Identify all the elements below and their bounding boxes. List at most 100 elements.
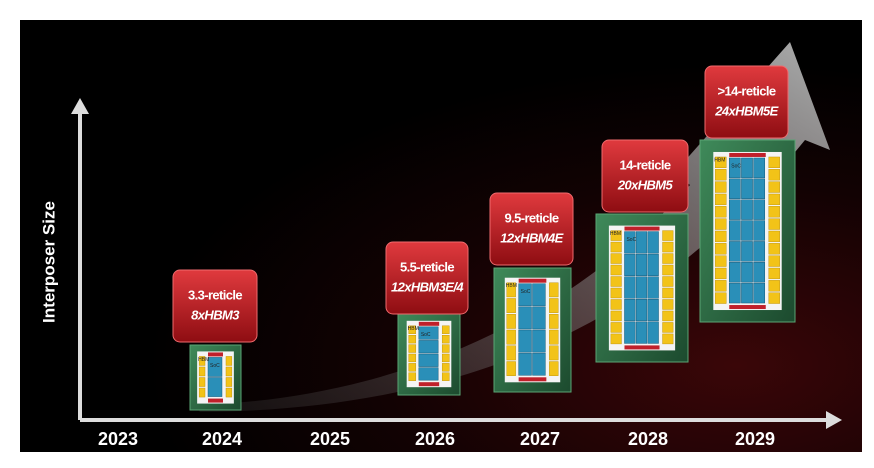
hbm-stack <box>441 353 450 363</box>
soc-die <box>741 178 753 199</box>
soc-die <box>647 253 659 276</box>
hbm-stack <box>662 310 674 322</box>
soc-die <box>741 241 753 262</box>
hbm-stack <box>768 255 780 267</box>
hbm-stack <box>408 372 417 381</box>
hbm-stack <box>715 280 727 292</box>
hbm-stack <box>715 169 727 181</box>
hbm-stack <box>768 243 780 255</box>
hbm-stack <box>610 310 622 322</box>
hbm-stack <box>198 366 206 377</box>
year-label: 2027 <box>520 429 560 449</box>
soc-die <box>624 299 636 322</box>
label-line1: 14-reticle <box>619 157 670 172</box>
hbm-stack <box>506 329 516 345</box>
hbm-stack <box>768 230 780 243</box>
soc-die <box>728 157 741 179</box>
hbm-stack <box>549 298 559 313</box>
soc-die <box>728 262 741 283</box>
hbm-stack <box>610 253 622 264</box>
soc-die <box>418 340 439 354</box>
hbm-stack <box>610 276 622 287</box>
label-line1: 3.3-reticle <box>188 287 242 302</box>
hbm-stack <box>610 322 622 333</box>
soc-die <box>518 283 532 307</box>
label-box <box>704 65 789 139</box>
soc-die <box>728 282 741 304</box>
package: HBM SoC 9.5-reticle 12xHBM4E <box>489 192 574 393</box>
hbm-stack <box>441 372 450 381</box>
hbm-stack <box>768 169 780 181</box>
hbm-stack <box>715 181 727 193</box>
soc-die <box>635 299 648 322</box>
hbm-stack <box>662 276 674 287</box>
hbm-stack <box>225 387 233 398</box>
hbm-label: HBM <box>408 326 419 332</box>
label-line2: 12xHBM3E/4 <box>391 279 464 294</box>
hbm-stack <box>662 299 674 310</box>
hbm-stack <box>225 356 233 366</box>
soc-die <box>418 367 439 381</box>
soc-die <box>624 276 636 299</box>
soc-die <box>741 199 753 220</box>
hbm-stack <box>715 206 727 218</box>
package: HBM SoC 14-reticle 20xHBM5 <box>595 139 689 363</box>
label-box <box>601 139 689 213</box>
hbm-stack <box>662 264 674 276</box>
soc-die <box>518 352 532 376</box>
soc-die <box>753 262 766 283</box>
soc-die <box>635 231 648 254</box>
label-line1: >14-reticle <box>717 83 775 98</box>
hbm-stack <box>610 230 622 241</box>
x-axis-arrowhead <box>826 411 842 429</box>
hbm-stack <box>441 363 450 372</box>
soc-die <box>418 326 439 340</box>
soc-die <box>728 178 741 199</box>
soc-die <box>207 377 223 397</box>
hbm-stack <box>225 377 233 387</box>
soc-die <box>753 157 766 179</box>
io-bar <box>518 278 547 283</box>
io-bar <box>624 226 660 231</box>
soc-die <box>635 321 648 344</box>
hbm-stack <box>662 241 674 253</box>
hbm-stack <box>715 218 727 230</box>
hbm-stack <box>610 299 622 310</box>
hbm-stack <box>768 280 780 292</box>
hbm-stack <box>198 356 206 366</box>
year-label: 2025 <box>310 429 350 449</box>
hbm-stack <box>549 345 559 361</box>
io-bar <box>208 352 223 357</box>
year-label: 2029 <box>735 429 775 449</box>
soc-die <box>518 306 532 330</box>
soc-die <box>532 352 546 376</box>
label-line1: 9.5-reticle <box>504 210 558 225</box>
io-bar <box>418 321 440 326</box>
soc-die <box>624 321 636 344</box>
io-bar <box>418 382 440 387</box>
soc-die <box>647 231 659 254</box>
io-bar <box>624 345 660 350</box>
hbm-stack <box>768 267 780 280</box>
hbm-stack <box>506 298 516 313</box>
year-label: 2024 <box>202 429 242 449</box>
io-bar <box>208 398 223 403</box>
soc-die <box>647 276 659 299</box>
io-bar <box>729 152 766 157</box>
soc-die <box>647 321 659 344</box>
io-bar <box>518 377 547 382</box>
soc-die <box>753 178 766 199</box>
hbm-stack <box>408 363 417 372</box>
hbm-stack <box>408 353 417 363</box>
soc-die <box>635 253 648 276</box>
hbm-stack <box>715 243 727 255</box>
hbm-stack <box>198 387 206 398</box>
hbm-stack <box>768 181 780 193</box>
year-label: 2028 <box>628 429 668 449</box>
soc-die <box>518 329 532 353</box>
io-bar <box>729 305 766 310</box>
year-label: 2023 <box>98 429 138 449</box>
